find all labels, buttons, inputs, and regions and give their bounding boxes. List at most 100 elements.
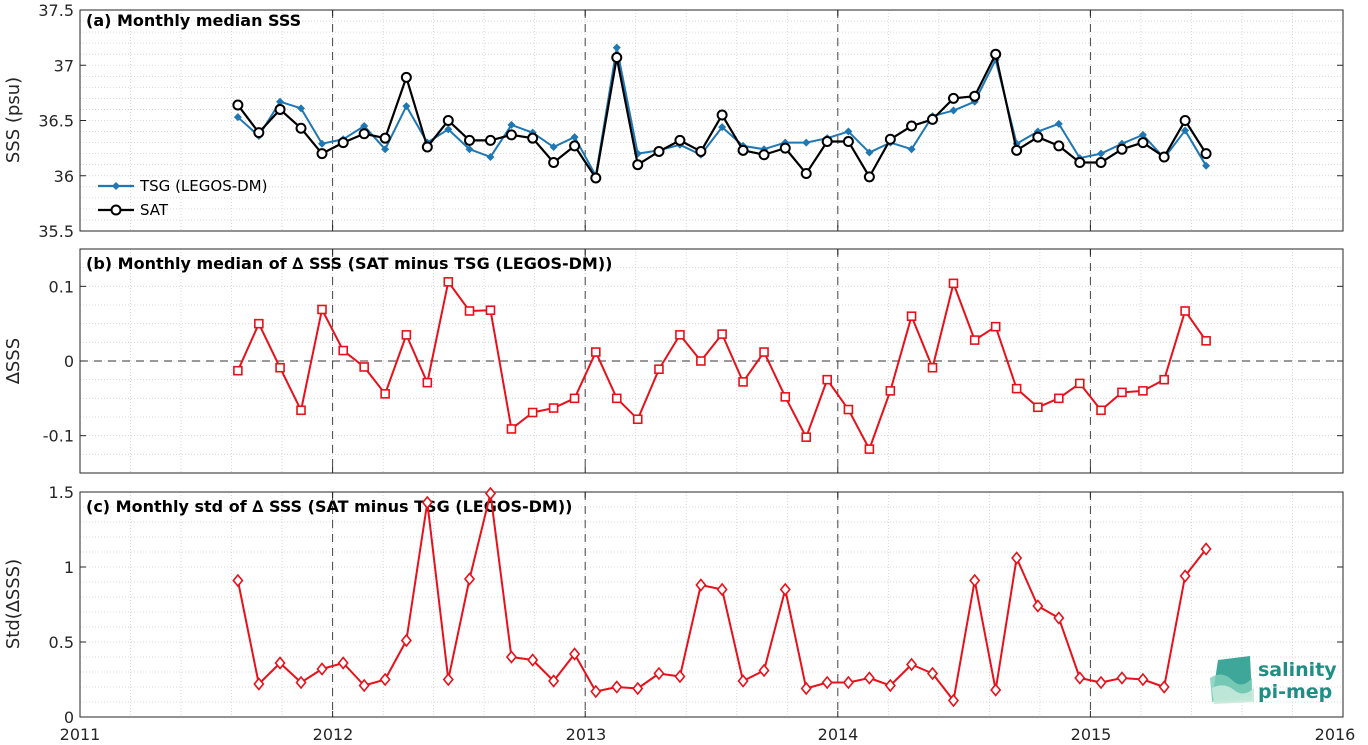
data-point <box>674 669 686 684</box>
data-point <box>569 393 580 404</box>
data-point <box>527 407 538 418</box>
data-point <box>1053 611 1065 625</box>
data-point <box>717 329 727 339</box>
data-point <box>1096 405 1106 416</box>
data-point <box>1201 336 1211 346</box>
data-point <box>969 90 981 102</box>
plot-background <box>79 248 1344 474</box>
data-point <box>1179 569 1191 583</box>
data-point <box>527 132 539 144</box>
data-point <box>926 666 939 681</box>
data-point <box>844 127 853 136</box>
data-point <box>1116 143 1128 155</box>
data-point <box>569 647 581 661</box>
data-point <box>358 678 370 693</box>
legend-label: TSG (LEGOS-DM) <box>139 177 267 195</box>
data-point <box>549 143 558 152</box>
data-point <box>969 335 980 345</box>
data-point <box>695 145 707 157</box>
data-point <box>591 347 601 357</box>
data-point <box>674 134 686 146</box>
panel-a-title: (a) Monthly median SSS <box>86 11 301 30</box>
data-point <box>759 347 769 357</box>
data-point <box>1158 151 1170 163</box>
data-point <box>274 103 286 115</box>
y-tick-label: 0.5 <box>49 633 74 652</box>
data-point <box>465 145 474 154</box>
series-delta <box>233 277 1211 454</box>
data-point <box>570 133 579 142</box>
data-point <box>401 330 412 340</box>
data-point <box>821 135 833 147</box>
data-point <box>1159 374 1169 385</box>
panel-a-monthly-median-sss: (a) Monthly median SSS SSS (psu) 35.5 36 3… <box>3 1 1344 241</box>
y-tick-label: 36 <box>54 167 74 186</box>
data-point <box>1158 680 1170 694</box>
data-point <box>990 321 1001 332</box>
data-point <box>800 681 812 696</box>
data-point <box>822 374 832 385</box>
data-point <box>611 393 622 404</box>
data-point <box>758 149 770 161</box>
data-point <box>296 405 306 416</box>
data-point <box>1180 306 1190 316</box>
data-point <box>611 52 623 64</box>
x-tick-label: 2013 <box>566 725 607 744</box>
data-point <box>1200 542 1212 556</box>
data-point <box>1138 386 1148 396</box>
data-point <box>548 674 560 688</box>
data-point <box>337 656 349 670</box>
data-point <box>1074 378 1085 389</box>
y-tick-label: 0.1 <box>49 277 74 296</box>
data-point <box>1179 115 1191 126</box>
data-point <box>295 122 307 134</box>
data-point <box>338 345 349 356</box>
y-tick-label: 35.5 <box>38 222 74 241</box>
data-point <box>380 389 390 399</box>
data-point <box>758 663 770 678</box>
data-point <box>843 404 854 415</box>
data-point <box>696 356 706 366</box>
legend-marker <box>110 204 122 216</box>
data-point <box>505 129 517 141</box>
data-point <box>1032 599 1044 613</box>
data-point <box>842 135 854 147</box>
data-point <box>548 403 559 413</box>
plot-background <box>79 9 1344 232</box>
data-point <box>1011 144 1023 156</box>
data-point <box>1011 383 1022 394</box>
data-point <box>1116 671 1128 685</box>
data-point <box>802 138 811 147</box>
data-point <box>1033 402 1043 413</box>
data-point <box>990 48 1002 60</box>
data-point <box>864 444 875 454</box>
data-point <box>400 71 412 83</box>
data-point <box>737 674 749 688</box>
data-point <box>421 495 433 510</box>
panel-c-std-delta-sss: (c) Monthly std of ∆ SSS (SAT minus TSG … <box>3 483 1344 727</box>
data-point <box>421 141 433 153</box>
data-point <box>1095 675 1107 690</box>
data-point <box>569 140 581 152</box>
data-point <box>949 106 958 115</box>
x-tick-label: 2014 <box>818 725 859 744</box>
data-point <box>253 127 265 139</box>
panel-a-ylabel: SSS (psu) <box>3 77 24 163</box>
panel-c-ylabel: Std(∆SSS) <box>3 559 24 649</box>
logo-text-pi-mep: pi-mep <box>1258 681 1332 703</box>
data-point <box>275 362 285 373</box>
legend-item: TSG (LEGOS-DM) <box>98 177 267 195</box>
data-point <box>1074 156 1086 168</box>
data-point <box>611 680 623 694</box>
data-point <box>444 125 453 134</box>
data-point <box>654 364 664 375</box>
data-point <box>233 365 243 376</box>
data-point <box>1137 672 1149 687</box>
panel-b-ylabel: ∆SSS <box>3 338 24 385</box>
x-tick-label: 2012 <box>313 725 354 744</box>
data-point <box>1202 161 1211 170</box>
data-point <box>865 148 874 157</box>
salinity-pi-mep-logo: salinity pi-mep <box>1210 656 1337 704</box>
data-point <box>842 675 854 690</box>
data-point <box>527 653 539 667</box>
